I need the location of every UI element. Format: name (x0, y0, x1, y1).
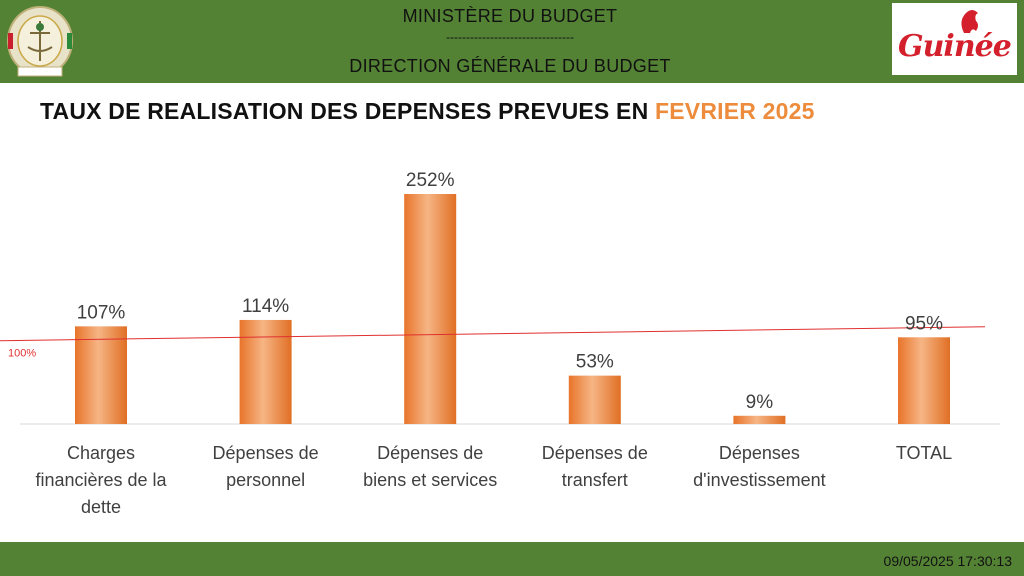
data-label: 9% (746, 392, 774, 413)
ministry-title: MINISTÈRE DU BUDGET (402, 6, 618, 26)
guinee-logo: Guinée (892, 3, 1017, 75)
data-label: 107% (77, 302, 126, 323)
header-bar: MINISTÈRE DU BUDGET --------------------… (0, 0, 1024, 83)
category-label: Dépenses de (542, 443, 648, 463)
timestamp: 09/05/2025 17:30:13 (883, 553, 1012, 569)
bar (568, 375, 621, 424)
data-label: 252% (406, 170, 455, 191)
direction-title: DIRECTION GÉNÉRALE DU BUDGET (349, 56, 671, 76)
category-label: Dépenses de (377, 443, 483, 463)
category-label: dette (81, 497, 121, 517)
bar (733, 415, 786, 424)
category-label: Dépenses de (213, 443, 319, 463)
category-label: TOTAL (896, 443, 952, 463)
bar-chart: 100% 107% Charges financières de la dette 11… (0, 170, 1000, 517)
data-label: 95% (905, 313, 943, 334)
category-label: biens et services (363, 470, 497, 490)
category-label: Charges (67, 443, 135, 463)
category-label: d'investissement (693, 470, 826, 490)
reference-line-label: 100% (8, 348, 36, 360)
flame-icon (961, 10, 978, 33)
header-separator: -------------------------------- (446, 30, 574, 44)
data-label: 114% (242, 296, 289, 317)
logo-text: Guinée (898, 29, 1012, 64)
chart-title-main: TAUX DE REALISATION DES DEPENSES PREVUES… (40, 98, 649, 124)
category-label: financières de la (35, 470, 167, 490)
category-label: Dépenses (719, 443, 800, 463)
data-label: 53% (576, 352, 614, 373)
bar (239, 319, 292, 424)
chart-title-period: FEVRIER 2025 (655, 98, 815, 124)
coat-of-arms-icon (7, 6, 73, 77)
footer-bar: 09/05/2025 17:30:13 (0, 542, 1024, 576)
bar (898, 337, 950, 424)
chart-title: TAUX DE REALISATION DES DEPENSES PREVUES… (40, 98, 815, 125)
category-label: transfert (562, 470, 628, 490)
reference-line (0, 326, 986, 342)
bar (404, 194, 457, 424)
category-label: personnel (226, 470, 305, 490)
bar (75, 326, 127, 424)
